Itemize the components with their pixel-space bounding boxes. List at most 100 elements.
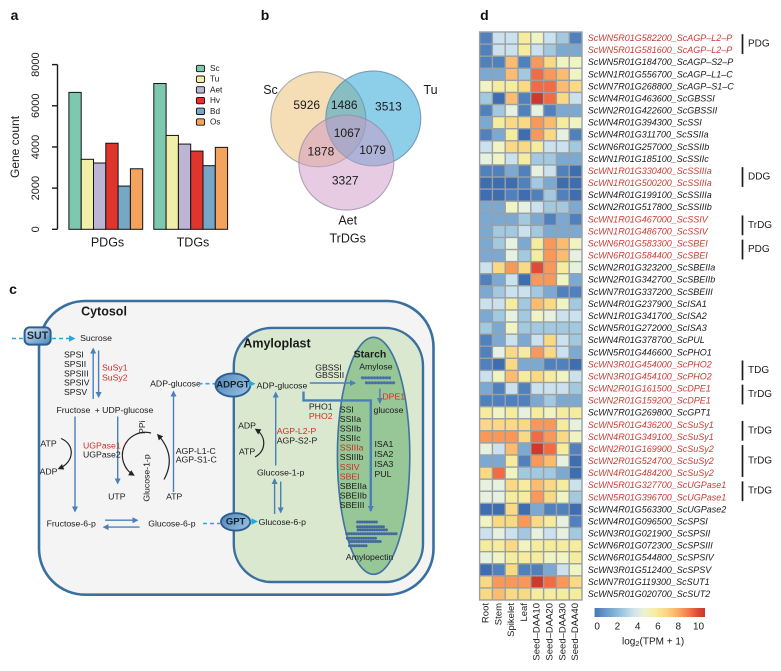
svg-text:Tu: Tu [423, 83, 437, 97]
svg-text:ScWN5R01G396700_ScUGPase1: ScWN5R01G396700_ScUGPase1 [588, 492, 727, 502]
svg-text:UTP: UTP [108, 492, 126, 502]
svg-text:TrDG: TrDG [748, 456, 772, 467]
svg-text:Fructose: Fructose [57, 405, 91, 415]
svg-text:ScWN4R01G096500_ScSPSI: ScWN4R01G096500_ScSPSI [588, 516, 709, 526]
svg-text:SSIIIa: SSIIIa [340, 443, 364, 453]
svg-text:ATP: ATP [166, 492, 182, 502]
svg-text:8: 8 [675, 622, 681, 633]
svg-text:ScWN2R01G517800_ScSSIIIb: ScWN2R01G517800_ScSSIIIb [588, 202, 712, 212]
svg-text:ScWN2R01G422600_ScGBSSII: ScWN2R01G422600_ScGBSSII [588, 106, 718, 116]
svg-text:Amylose: Amylose [359, 362, 392, 372]
svg-text:ScWN3R01G454100_ScPHO2: ScWN3R01G454100_ScPHO2 [588, 371, 712, 381]
svg-text:3513: 3513 [375, 100, 402, 114]
svg-text:ADP: ADP [40, 466, 58, 476]
svg-text:ScWN5R01G582200_ScAGP–L2–P: ScWN5R01G582200_ScAGP–L2–P [588, 33, 733, 43]
svg-text:c: c [9, 281, 17, 297]
svg-text:Amyloplast: Amyloplast [243, 337, 311, 351]
svg-text:1486: 1486 [331, 98, 358, 112]
svg-text:SuSy2: SuSy2 [102, 372, 128, 382]
svg-text:ScWN6R01G072300_ScSPSIII: ScWN6R01G072300_ScSPSIII [588, 541, 714, 551]
svg-text:GBSSI: GBSSI [315, 362, 342, 372]
svg-text:ADPGT: ADPGT [216, 380, 249, 391]
svg-text:Stem: Stem [493, 603, 504, 625]
svg-text:Os: Os [210, 118, 220, 127]
svg-text:DPE1: DPE1 [382, 392, 405, 402]
svg-text:Fructose-6-p: Fructose-6-p [47, 519, 96, 529]
svg-text:ScWN1R01G500200_ScSSIIIa: ScWN1R01G500200_ScSSIIIa [588, 178, 712, 188]
svg-text:Glucose-6-p: Glucose-6-p [259, 517, 306, 527]
svg-text:TDG: TDG [748, 365, 769, 376]
svg-text:ScWN7R01G119300_ScSUT1: ScWN7R01G119300_ScSUT1 [588, 577, 710, 587]
svg-text:PDGs: PDGs [91, 236, 124, 250]
svg-text:PHO2: PHO2 [309, 411, 333, 421]
svg-text:ScWN4R01G563300_ScUGPase2: ScWN4R01G563300_ScUGPase2 [588, 504, 727, 514]
svg-text:Amylopectin: Amylopectin [346, 552, 393, 562]
svg-text:UGPase1: UGPase1 [83, 441, 121, 451]
svg-text:Cytosol: Cytosol [81, 305, 127, 319]
svg-text:1878: 1878 [308, 145, 335, 159]
svg-text:ScWN2R01G161500_ScDPE1: ScWN2R01G161500_ScDPE1 [588, 384, 711, 394]
svg-text:SSIIa: SSIIa [340, 414, 361, 424]
svg-text:UGPase2: UGPase2 [83, 450, 121, 460]
svg-text:Seed–DAA10: Seed–DAA10 [532, 603, 543, 661]
svg-text:ISA2: ISA2 [375, 449, 394, 459]
svg-text:ScWN3R01G021900_ScSPSII: ScWN3R01G021900_ScSPSII [588, 529, 711, 539]
svg-text:Seed–DAA40: Seed–DAA40 [570, 603, 581, 661]
svg-text:SBEIIb: SBEIIb [340, 491, 367, 501]
svg-text:ScWN1R01G467000_ScSSIV: ScWN1R01G467000_ScSSIV [588, 214, 709, 224]
svg-text:10: 10 [693, 622, 705, 633]
svg-text:TrDG: TrDG [748, 220, 772, 231]
svg-text:ScWN7R01G269800_ScGPT1: ScWN7R01G269800_ScGPT1 [588, 408, 711, 418]
svg-text:ScWN4R01G199100_ScSSIIIa: ScWN4R01G199100_ScSSIIIa [588, 190, 712, 200]
svg-text:ScWN4R01G394300_ScSSI: ScWN4R01G394300_ScSSI [588, 118, 703, 128]
svg-text:SSIV: SSIV [340, 462, 360, 472]
svg-text:GBSSII: GBSSII [315, 370, 344, 380]
svg-text:SSI: SSI [340, 404, 354, 414]
svg-text:TrDG: TrDG [748, 486, 772, 497]
svg-text:ScWN5R01G272000_ScISA3: ScWN5R01G272000_ScISA3 [588, 323, 707, 333]
svg-text:1067: 1067 [334, 126, 361, 140]
svg-text:SPSI: SPSI [64, 350, 84, 360]
svg-text:log2(TPM + 1): log2(TPM + 1) [622, 637, 684, 649]
svg-text:Glucose-1-p: Glucose-1-p [257, 467, 304, 477]
svg-text:4000: 4000 [30, 135, 42, 159]
svg-text:ADP-glucose: ADP-glucose [257, 380, 308, 390]
svg-text:TrDG: TrDG [748, 389, 772, 400]
svg-text:ScWN4R01G237900_ScISA1: ScWN4R01G237900_ScISA1 [588, 299, 707, 309]
svg-text:ScWN1R01G556700_ScAGP–L1–C: ScWN1R01G556700_ScAGP–L1–C [588, 69, 734, 79]
svg-text:Aet: Aet [210, 85, 223, 94]
svg-text:AGP-L1-C: AGP-L1-C [176, 446, 216, 456]
svg-text:ScWN6R01G257000_ScSSIIb: ScWN6R01G257000_ScSSIIb [588, 142, 710, 152]
svg-text:ScWN1R01G185100_ScSSIIc: ScWN1R01G185100_ScSSIIc [588, 154, 710, 164]
svg-text:ScWN4R01G463600_ScGBSSI: ScWN4R01G463600_ScGBSSI [588, 93, 716, 103]
svg-text:Bd: Bd [210, 107, 220, 116]
svg-text:4: 4 [635, 622, 641, 633]
svg-text:SuSy1: SuSy1 [102, 362, 128, 372]
svg-text:TrDGs: TrDGs [330, 231, 366, 245]
svg-text:a: a [11, 7, 19, 23]
svg-text:8000: 8000 [30, 52, 42, 76]
svg-text:Gene count: Gene count [8, 115, 22, 178]
svg-text:SBEI: SBEI [340, 471, 360, 481]
svg-text:SSIIc: SSIIc [340, 433, 361, 443]
svg-text:ScWN6R01G544800_ScSPSIV: ScWN6R01G544800_ScSPSIV [588, 553, 715, 563]
svg-text:3327: 3327 [332, 174, 359, 188]
svg-text:GPT: GPT [226, 516, 246, 527]
svg-text:ScWN4R01G378700_ScPUL: ScWN4R01G378700_ScPUL [588, 335, 705, 345]
svg-text:Sc: Sc [263, 83, 278, 97]
svg-text:Spikelet: Spikelet [506, 603, 517, 637]
svg-text:SPSIII: SPSIII [64, 368, 89, 378]
svg-text:d: d [480, 7, 489, 23]
svg-text:b: b [261, 7, 270, 23]
svg-text:SSIIIb: SSIIIb [340, 452, 364, 462]
svg-text:Aet: Aet [338, 213, 357, 227]
svg-text:Glucose-6-p: Glucose-6-p [148, 519, 195, 529]
svg-text:0: 0 [30, 226, 42, 232]
svg-text:SBEIIa: SBEIIa [340, 481, 367, 491]
svg-text:DDG: DDG [748, 172, 770, 183]
svg-text:ScWN5R01G446600_ScPHO1: ScWN5R01G446600_ScPHO1 [588, 347, 712, 357]
svg-text:ScWN4R01G349100_ScSuSy1: ScWN4R01G349100_ScSuSy1 [588, 432, 714, 442]
svg-text:ScWN4R01G484200_ScSuSy2: ScWN4R01G484200_ScSuSy2 [588, 468, 714, 478]
svg-text:Sucrose: Sucrose [80, 333, 112, 343]
svg-text:ScWN7R01G337200_ScSBEIII: ScWN7R01G337200_ScSBEIII [588, 287, 714, 297]
